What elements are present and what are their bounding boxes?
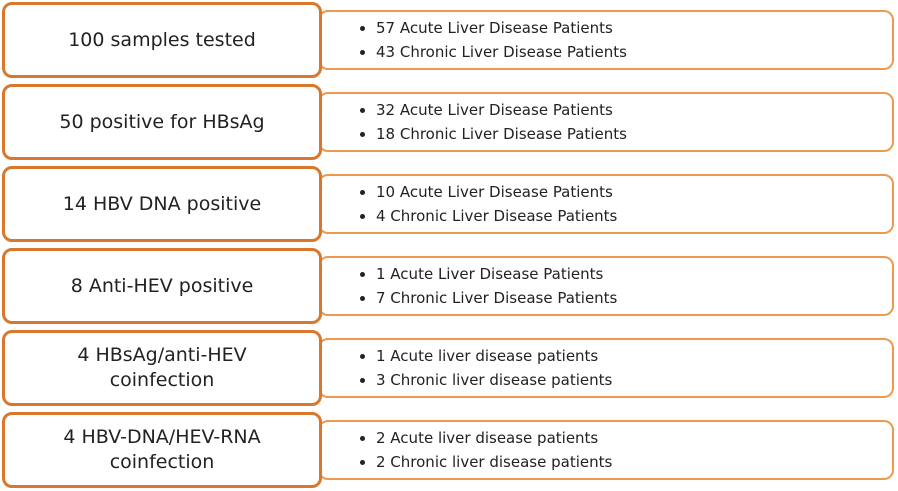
detail-item: 4 Chronic Liver Disease Patients	[376, 204, 617, 228]
step-box: 4 HBsAg/anti-HEV coinfection	[2, 330, 322, 406]
detail-item: 1 Acute liver disease patients	[376, 344, 612, 368]
detail-item: 57 Acute Liver Disease Patients	[376, 16, 627, 40]
detail-item: 7 Chronic Liver Disease Patients	[376, 286, 617, 310]
detail-list: 57 Acute Liver Disease Patients43 Chroni…	[320, 16, 627, 64]
detail-list: 2 Acute liver disease patients2 Chronic …	[320, 426, 612, 474]
detail-list: 10 Acute Liver Disease Patients4 Chronic…	[320, 180, 617, 228]
detail-item: 2 Acute liver disease patients	[376, 426, 612, 450]
step-box: 14 HBV DNA positive	[2, 166, 322, 242]
detail-item: 1 Acute Liver Disease Patients	[376, 262, 617, 286]
step-label: 4 HBsAg/anti-HEV coinfection	[77, 344, 247, 391]
step-label: 100 samples tested	[68, 28, 256, 51]
detail-box: 2 Acute liver disease patients2 Chronic …	[318, 420, 894, 480]
step-box: 50 positive for HBsAg	[2, 84, 322, 160]
detail-item: 3 Chronic liver disease patients	[376, 368, 612, 392]
detail-list: 1 Acute liver disease patients3 Chronic …	[320, 344, 612, 392]
step-label: 4 HBV-DNA/HEV-RNA coinfection	[63, 426, 261, 473]
detail-item: 32 Acute Liver Disease Patients	[376, 98, 627, 122]
detail-item: 10 Acute Liver Disease Patients	[376, 180, 617, 204]
step-box: 8 Anti-HEV positive	[2, 248, 322, 324]
step-label: 8 Anti-HEV positive	[70, 274, 254, 297]
step-box: 100 samples tested	[2, 2, 322, 78]
detail-box: 1 Acute liver disease patients3 Chronic …	[318, 338, 894, 398]
detail-box: 1 Acute Liver Disease Patients7 Chronic …	[318, 256, 894, 316]
detail-box: 10 Acute Liver Disease Patients4 Chronic…	[318, 174, 894, 234]
detail-list: 1 Acute Liver Disease Patients7 Chronic …	[320, 262, 617, 310]
step-box: 4 HBV-DNA/HEV-RNA coinfection	[2, 412, 322, 488]
detail-list: 32 Acute Liver Disease Patients18 Chroni…	[320, 98, 627, 146]
detail-item: 2 Chronic liver disease patients	[376, 450, 612, 474]
detail-item: 43 Chronic Liver Disease Patients	[376, 40, 627, 64]
detail-box: 32 Acute Liver Disease Patients18 Chroni…	[318, 92, 894, 152]
detail-item: 18 Chronic Liver Disease Patients	[376, 122, 627, 146]
step-label: 14 HBV DNA positive	[62, 192, 262, 215]
detail-box: 57 Acute Liver Disease Patients43 Chroni…	[318, 10, 894, 70]
step-label: 50 positive for HBsAg	[59, 110, 265, 133]
